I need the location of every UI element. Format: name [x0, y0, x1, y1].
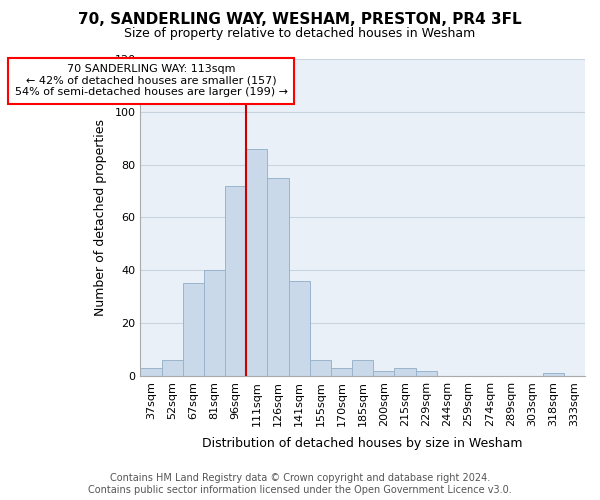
Bar [204, 270, 225, 376]
Text: Size of property relative to detached houses in Wesham: Size of property relative to detached ho… [124, 28, 476, 40]
Bar [352, 360, 373, 376]
Text: Contains HM Land Registry data © Crown copyright and database right 2024.
Contai: Contains HM Land Registry data © Crown c… [88, 474, 512, 495]
Bar [161, 360, 183, 376]
Bar [140, 368, 161, 376]
Bar [183, 284, 204, 376]
Bar [394, 368, 416, 376]
Text: 70 SANDERLING WAY: 113sqm
← 42% of detached houses are smaller (157)
54% of semi: 70 SANDERLING WAY: 113sqm ← 42% of detac… [14, 64, 287, 98]
Bar [289, 281, 310, 376]
Bar [373, 370, 394, 376]
Bar [416, 370, 437, 376]
X-axis label: Distribution of detached houses by size in Wesham: Distribution of detached houses by size … [202, 437, 523, 450]
Bar [246, 149, 268, 376]
Bar [331, 368, 352, 376]
Bar [268, 178, 289, 376]
Bar [225, 186, 246, 376]
Bar [542, 374, 564, 376]
Text: 70, SANDERLING WAY, WESHAM, PRESTON, PR4 3FL: 70, SANDERLING WAY, WESHAM, PRESTON, PR4… [78, 12, 522, 28]
Y-axis label: Number of detached properties: Number of detached properties [94, 119, 107, 316]
Bar [310, 360, 331, 376]
